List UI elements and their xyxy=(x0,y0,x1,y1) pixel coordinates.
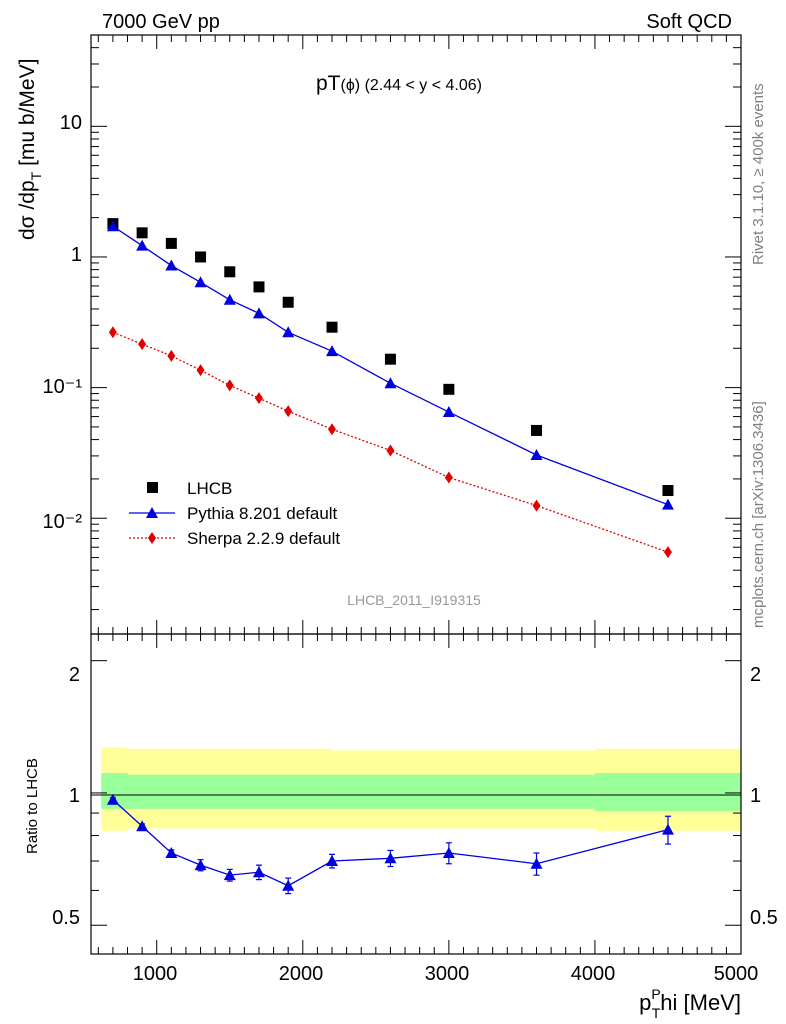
sherpa-point xyxy=(254,392,263,405)
xtick-label-2000: 2000 xyxy=(279,963,324,985)
ratio-ytick-label-0.5: 0.5 xyxy=(52,907,80,929)
ytick-label-0.1: 10⁻¹ xyxy=(43,376,83,398)
ratio-pythia-point xyxy=(442,847,455,859)
ratio-ytick-label-1: 1 xyxy=(69,785,80,807)
plot-title: pT(ϕ) (2.44 < y < 4.06) xyxy=(316,72,482,95)
ratio-pythia-point xyxy=(384,852,397,864)
sherpa-point xyxy=(532,499,541,512)
ratio-band-stat xyxy=(332,774,595,809)
ratio-pythia-point xyxy=(530,857,543,869)
pythia-line xyxy=(112,225,669,506)
pythia-point xyxy=(442,406,455,418)
pythia-point xyxy=(165,259,178,271)
pythia-point xyxy=(252,307,265,319)
legend-marker-sherpa xyxy=(148,532,156,544)
lhcb-point xyxy=(384,353,396,365)
sherpa-point xyxy=(663,546,672,559)
sherpa-point xyxy=(386,444,395,457)
pythia-point xyxy=(136,239,149,251)
xtick-label-4000: 4000 xyxy=(571,963,616,985)
ratio-ytick-label-2: 2 xyxy=(69,664,80,686)
analysis-watermark: LHCB_2011_I919315 xyxy=(347,592,481,608)
ratio-pythia-point xyxy=(136,820,149,832)
ratio-ytick-label-right-2: 2 xyxy=(750,664,761,686)
legend-marker-lhcb xyxy=(147,482,158,493)
sherpa-point xyxy=(196,364,205,377)
legend: LHCB Pythia 8.201 default Sherpa 2.2.9 d… xyxy=(129,479,340,548)
pythia-point xyxy=(282,326,295,338)
xtick-label-3000: 3000 xyxy=(425,963,470,985)
ratio-uncertainty-bands xyxy=(101,747,741,831)
x-axis-label: pP Thi [MeV] xyxy=(639,986,741,1021)
pythia-point xyxy=(326,345,339,357)
lhcb-point xyxy=(253,281,265,293)
ratio-ytick-label-right-0.5: 0.5 xyxy=(750,907,778,929)
xtick-label-1000: 1000 xyxy=(133,963,178,985)
ytick-label-1: 1 xyxy=(71,244,82,266)
lhcb-point xyxy=(165,237,177,249)
pythia-point xyxy=(530,448,543,460)
lhcb-point xyxy=(531,424,543,436)
lhcb-point xyxy=(662,485,674,497)
sherpa-point xyxy=(284,405,293,418)
mcplots-label: mcplots.cern.ch [arXiv:1306.3436] xyxy=(750,401,767,628)
header-right: Soft QCD xyxy=(646,11,732,33)
main-data-series xyxy=(106,218,674,559)
sherpa-line xyxy=(112,331,669,553)
pythia-point xyxy=(194,276,207,288)
main-y-axis-label: dσ /dpT [mu b/MeV] xyxy=(16,59,44,240)
legend-label-sherpa: Sherpa 2.2.9 default xyxy=(187,529,340,548)
sherpa-point xyxy=(167,349,176,362)
rivet-label: Rivet 3.1.10, ≥ 400k events xyxy=(750,83,767,265)
ratio-panel-frame xyxy=(90,633,742,955)
ratio-pythia-point xyxy=(282,879,295,891)
ratio-pythia-point xyxy=(223,869,236,881)
ratio-data-series xyxy=(106,793,674,895)
ratio-ytick-label-right-1: 1 xyxy=(750,785,761,807)
ytick-label-10: 10 xyxy=(60,112,82,134)
ytick-label-0.01: 10⁻² xyxy=(43,511,83,533)
ratio-pythia-point xyxy=(165,847,178,859)
legend-marker-pythia xyxy=(146,507,158,518)
lhcb-point xyxy=(195,251,207,263)
header-left: 7000 GeV pp xyxy=(102,11,220,33)
sherpa-point xyxy=(138,338,147,351)
sherpa-point xyxy=(108,326,117,339)
sherpa-point xyxy=(225,379,234,392)
legend-label-pythia: Pythia 8.201 default xyxy=(187,504,338,523)
ratio-pythia-point xyxy=(194,859,207,871)
ratio-axis-ticks xyxy=(91,634,742,954)
lhcb-point xyxy=(136,227,148,239)
lhcb-point xyxy=(224,266,236,278)
lhcb-point xyxy=(326,321,338,333)
sherpa-point xyxy=(328,423,337,436)
legend-label-lhcb: LHCB xyxy=(187,479,232,498)
ratio-pythia-line xyxy=(112,799,669,887)
pythia-point xyxy=(661,498,674,510)
ratio-pythia-point xyxy=(661,823,674,835)
xtick-label-5000: 5000 xyxy=(714,963,759,985)
ratio-pythia-point xyxy=(326,855,339,867)
lhcb-point xyxy=(443,383,455,395)
ratio-pythia-point xyxy=(252,866,265,878)
ratio-y-axis-label: Ratio to LHCB xyxy=(24,758,41,854)
pythia-point xyxy=(106,220,119,232)
ratio-band-stat xyxy=(594,773,741,811)
lhcb-point xyxy=(282,296,294,308)
ratio-band-stat xyxy=(127,774,333,809)
pythia-point xyxy=(223,293,236,305)
sherpa-point xyxy=(444,471,453,484)
ratio-pythia-point xyxy=(106,793,119,805)
main-axis-ticks xyxy=(91,34,742,634)
pythia-point xyxy=(384,377,397,389)
